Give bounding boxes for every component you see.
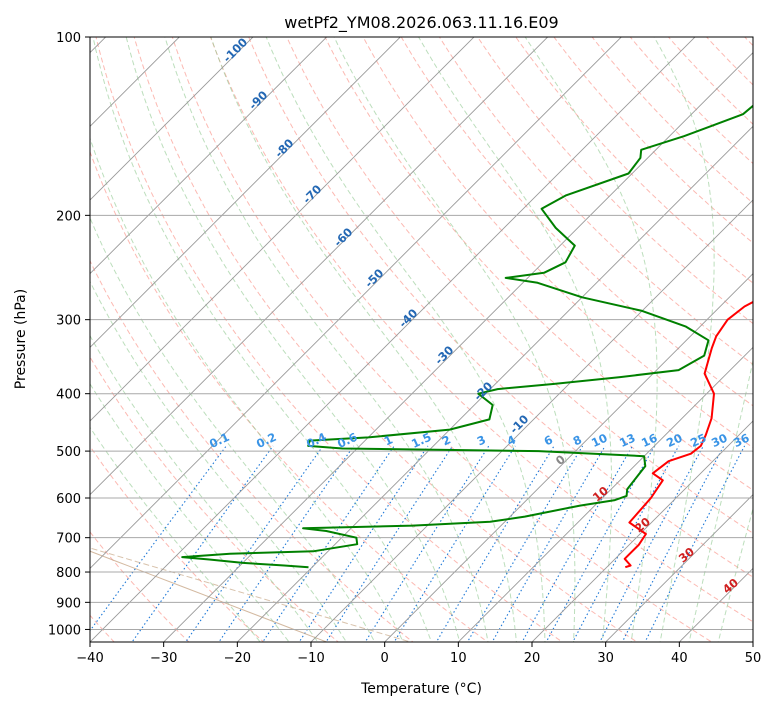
y-tick-label: 700 bbox=[56, 532, 81, 547]
x-tick-label: −40 bbox=[76, 651, 103, 666]
x-tick-label: 20 bbox=[524, 651, 541, 666]
y-tick-label: 600 bbox=[56, 492, 81, 507]
x-tick-label: 0 bbox=[381, 651, 389, 666]
y-axis-label: Pressure (hPa) bbox=[13, 289, 29, 389]
y-tick-label: 1000 bbox=[48, 623, 81, 638]
y-tick-label: 200 bbox=[56, 209, 81, 224]
y-tick-label: 100 bbox=[56, 31, 81, 46]
y-tick-label: 500 bbox=[56, 445, 81, 460]
y-tick-label: 800 bbox=[56, 566, 81, 581]
x-tick-label: 40 bbox=[671, 651, 688, 666]
chart-title: wetPf2_YM08.2026.063.11.16.E09 bbox=[284, 13, 558, 33]
x-tick-label: −20 bbox=[224, 651, 251, 666]
y-tick-label: 300 bbox=[56, 314, 81, 329]
x-tick-label: 50 bbox=[745, 651, 762, 666]
x-tick-label: −10 bbox=[297, 651, 324, 666]
x-tick-label: 30 bbox=[597, 651, 614, 666]
x-tick-label: 10 bbox=[450, 651, 467, 666]
x-axis-label: Temperature (°C) bbox=[360, 681, 482, 697]
y-tick-label: 400 bbox=[56, 388, 81, 403]
x-tick-label: −30 bbox=[150, 651, 177, 666]
y-tick-label: 900 bbox=[56, 596, 81, 611]
